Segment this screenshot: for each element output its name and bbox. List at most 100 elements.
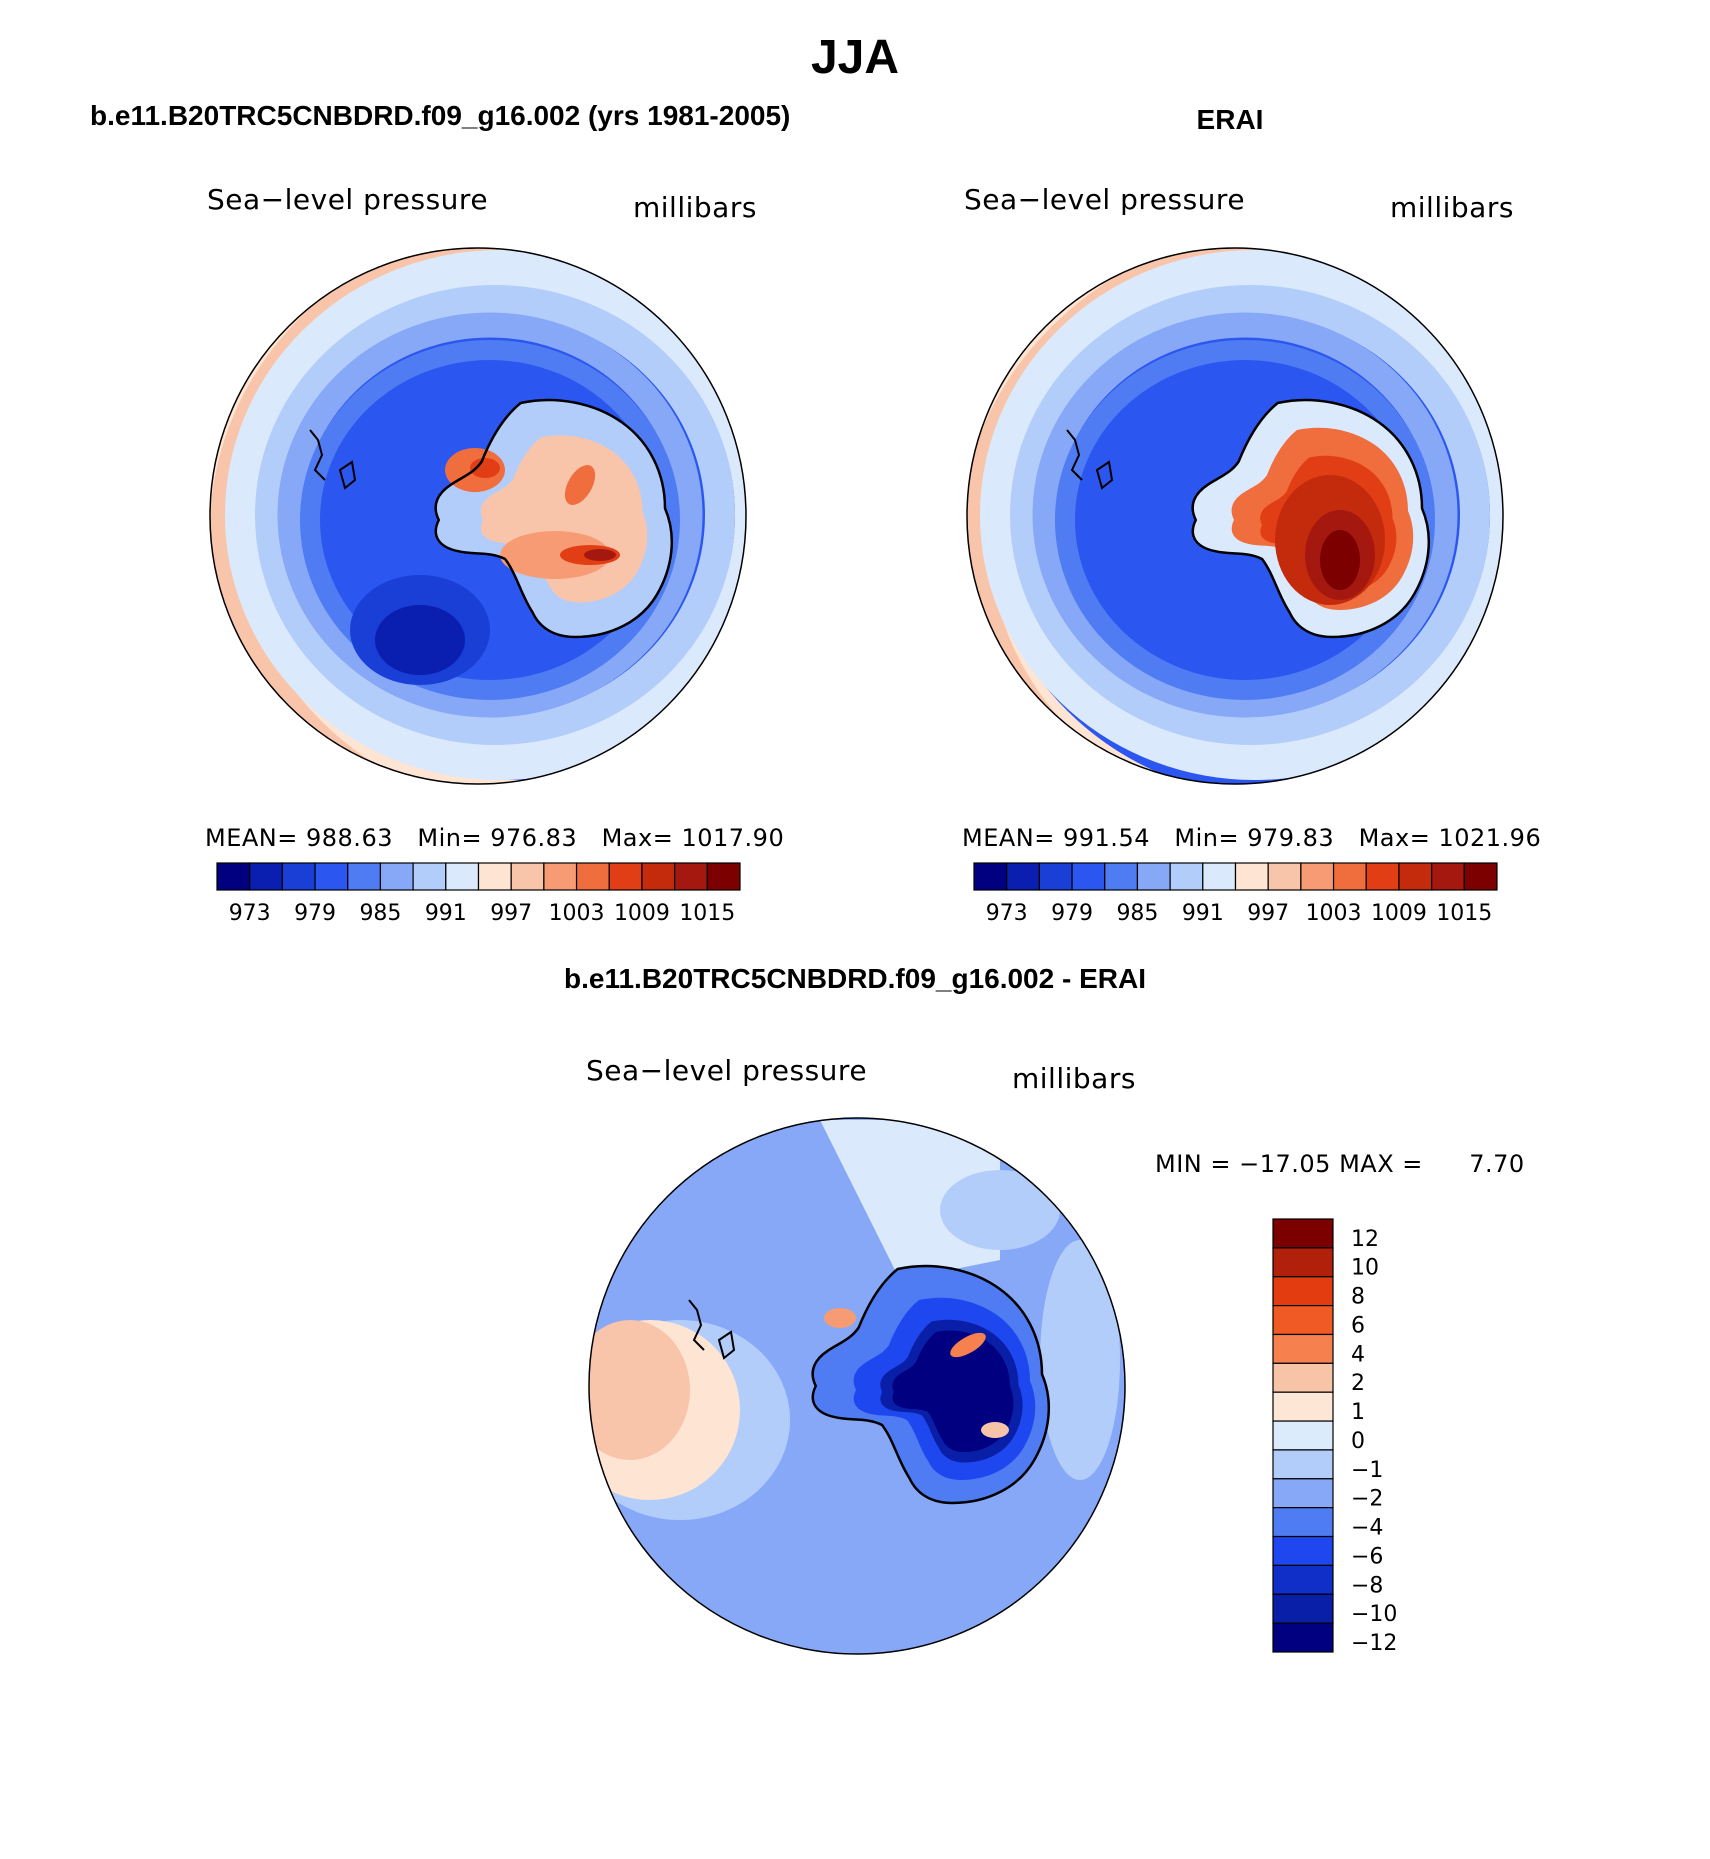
panel-model-stats: MEAN= 988.63 Min= 976.83 Max= 1017.90 xyxy=(205,824,784,852)
min-value: −17.05 xyxy=(1239,1150,1331,1178)
colorbar-obs-box-2 xyxy=(1038,862,1073,891)
colorbar-diff-box-11 xyxy=(1272,1535,1334,1566)
colorbar-model-box-1 xyxy=(249,862,283,891)
colorbar-model-tick-label: 1009 xyxy=(614,901,670,926)
map-obs xyxy=(967,248,1503,784)
colorbar-model-box-14 xyxy=(674,862,708,891)
max-value: 1021.96 xyxy=(1438,824,1542,852)
colorbar-diff-tick-label: −6 xyxy=(1351,1544,1383,1569)
colorbar-diff-tick-label: −1 xyxy=(1351,1458,1383,1483)
map-diff xyxy=(589,1118,1125,1654)
panel-obs-stats: MEAN= 991.54 Min= 979.83 Max= 1021.96 xyxy=(962,824,1541,852)
colorbar-obs-box-13 xyxy=(1398,862,1433,891)
colorbar-model-box-3 xyxy=(314,862,349,891)
colorbar-obs-box-9 xyxy=(1267,862,1302,891)
colorbar-model-tick-label: 973 xyxy=(229,901,271,926)
colorbar-obs-box-12 xyxy=(1365,862,1400,891)
map-diff-border xyxy=(588,1117,1126,1655)
colorbar-diff-box-6 xyxy=(1272,1391,1334,1422)
colorbar-diff-box-2 xyxy=(1272,1276,1334,1307)
colorbar-model-box-8 xyxy=(477,862,512,891)
panel-model-title: b.e11.B20TRC5CNBDRD.f09_g16.002 (yrs 198… xyxy=(90,100,791,131)
colorbar-diff-tick-label: −2 xyxy=(1351,1487,1383,1512)
colorbar-model-box-4 xyxy=(347,862,382,891)
max-label: Max= xyxy=(1358,824,1431,852)
colorbar-obs-tick-label: 1015 xyxy=(1436,901,1492,926)
colorbar-obs-tick-label: 1009 xyxy=(1371,901,1427,926)
colorbar-model-box-13 xyxy=(641,862,676,891)
max-value: 1017.90 xyxy=(681,824,785,852)
colorbar-diff-box-14 xyxy=(1272,1622,1334,1653)
colorbar-model-box-7 xyxy=(445,862,480,891)
colorbar-model-box-12 xyxy=(608,862,643,891)
colorbar-diff-tick-label: −8 xyxy=(1351,1573,1383,1598)
colorbar-model-tick-label: 1015 xyxy=(679,901,735,926)
colorbar-diff-box-4 xyxy=(1272,1333,1334,1364)
min-label: Min= xyxy=(417,824,483,852)
colorbar-diff-tick-label: 2 xyxy=(1351,1371,1365,1396)
colorbar-diff-box-13 xyxy=(1272,1593,1334,1624)
colorbar-model-tick-label: 997 xyxy=(490,901,532,926)
panel-obs-title: ERAI xyxy=(1196,104,1264,135)
map-model xyxy=(210,248,746,784)
colorbar-obs: 973 979 985 991 997 1003 1009 1015 xyxy=(973,862,1498,926)
colorbar-obs-box-4 xyxy=(1104,862,1139,891)
colorbar-obs-tick-label: 979 xyxy=(1051,901,1093,926)
colorbar-obs-tick-label: 991 xyxy=(1182,901,1224,926)
panel-diff-stats: MIN = −17.05 MAX = 7.70 xyxy=(1155,1150,1525,1178)
colorbar-diff-tick-label: 0 xyxy=(1351,1429,1365,1454)
colorbar-diff-tick-label: −4 xyxy=(1351,1516,1383,1541)
colorbar-diff-tick-label: 12 xyxy=(1351,1227,1379,1252)
colorbar-model: 973 979 985 991 997 1003 1009 1015 xyxy=(216,862,741,926)
colorbar-diff-box-1 xyxy=(1272,1247,1334,1278)
colorbar-obs-box-6 xyxy=(1169,862,1204,891)
colorbar-obs-box-10 xyxy=(1300,862,1335,891)
colorbar-model-box-6 xyxy=(412,862,447,891)
colorbar-obs-tick-label: 997 xyxy=(1247,901,1289,926)
mean-label: MEAN= xyxy=(962,824,1055,852)
colorbar-diff-box-9 xyxy=(1272,1478,1334,1509)
max-value: 7.70 xyxy=(1469,1150,1525,1178)
min-value: 976.83 xyxy=(490,824,578,852)
colorbar-model-box-9 xyxy=(510,862,545,891)
colorbar-obs-box-8 xyxy=(1234,862,1269,891)
colorbar-diff-tick-label: 4 xyxy=(1351,1342,1365,1367)
colorbar-obs-box-14 xyxy=(1431,862,1465,891)
mean-value: 988.63 xyxy=(306,824,393,852)
colorbar-model-box-15 xyxy=(706,862,741,891)
colorbar-diff-box-0 xyxy=(1272,1218,1334,1249)
colorbar-model-box-0 xyxy=(216,862,251,891)
panel-obs-variable: Sea−level pressure xyxy=(964,183,1246,216)
colorbar-model-box-2 xyxy=(281,862,316,891)
mean-label: MEAN= xyxy=(205,824,298,852)
colorbar-diff-tick-label: 10 xyxy=(1351,1256,1379,1281)
colorbar-diff-tick-label: −12 xyxy=(1351,1631,1397,1656)
panel-diff-units: millibars xyxy=(1012,1062,1136,1095)
colorbar-obs-box-7 xyxy=(1202,862,1237,891)
map-obs-border xyxy=(966,247,1504,785)
mean-value: 991.54 xyxy=(1063,824,1150,852)
colorbar-obs-tick-label: 985 xyxy=(1116,901,1158,926)
figure-title: JJA xyxy=(810,31,900,84)
colorbar-diff-box-3 xyxy=(1272,1304,1334,1336)
panel-model-variable: Sea−level pressure xyxy=(207,183,489,216)
colorbar-obs-tick-label: 1003 xyxy=(1306,901,1362,926)
min-label: MIN = xyxy=(1155,1150,1231,1178)
max-label: Max= xyxy=(601,824,674,852)
colorbar-obs-tick-label: 973 xyxy=(986,901,1028,926)
colorbar-model-tick-label: 985 xyxy=(359,901,401,926)
colorbar-obs-box-3 xyxy=(1071,862,1106,891)
colorbar-diff-tick-label: −10 xyxy=(1351,1602,1397,1627)
colorbar-diff-tick-label: 6 xyxy=(1351,1313,1365,1338)
colorbar-diff-box-10 xyxy=(1272,1507,1334,1538)
panel-obs-units: millibars xyxy=(1390,191,1514,224)
colorbar-model-box-10 xyxy=(543,862,578,891)
colorbar-obs-box-1 xyxy=(1006,862,1040,891)
panel-diff-title: b.e11.B20TRC5CNBDRD.f09_g16.002 - ERAI xyxy=(564,963,1146,994)
colorbar-diff-box-8 xyxy=(1272,1449,1334,1480)
colorbar-model-tick-label: 979 xyxy=(294,901,336,926)
min-value: 979.83 xyxy=(1247,824,1335,852)
min-label: Min= xyxy=(1174,824,1240,852)
